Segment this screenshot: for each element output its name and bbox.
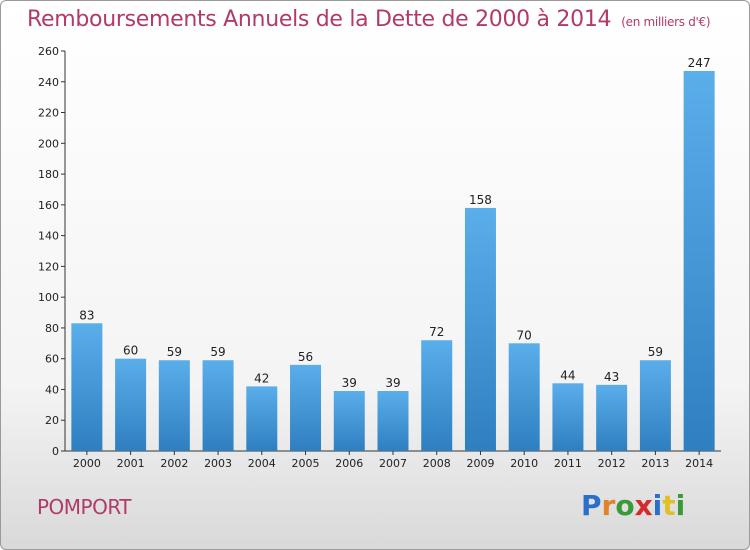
chart-subtitle: (en milliers d'€) (621, 15, 711, 29)
bar-value-label: 59 (210, 345, 225, 359)
bar-value-label: 43 (604, 370, 619, 384)
y-tick-label: 240 (38, 76, 59, 89)
x-tick-label: 2009 (466, 457, 494, 470)
y-tick-label: 100 (38, 291, 59, 304)
x-tick-label: 2002 (160, 457, 188, 470)
logo-letter: x (634, 489, 653, 522)
bar (333, 391, 365, 451)
y-tick-label: 160 (38, 199, 59, 212)
bar (158, 360, 190, 451)
chart-title: Remboursements Annuels de la Dette de 20… (27, 7, 711, 32)
bar (202, 360, 234, 451)
bar (464, 207, 496, 451)
x-tick-label: 2004 (248, 457, 276, 470)
bar-value-label: 44 (560, 368, 575, 382)
x-tick-label: 2001 (117, 457, 145, 470)
bar-value-label: 60 (123, 344, 138, 358)
y-tick-label: 60 (45, 353, 59, 366)
bar (639, 360, 671, 451)
bar-value-label: 247 (688, 56, 711, 70)
x-tick-label: 2013 (641, 457, 669, 470)
y-tick-label: 20 (45, 414, 59, 427)
bar-value-label: 59 (167, 345, 182, 359)
bar (508, 343, 540, 451)
y-tick-label: 200 (38, 137, 59, 150)
x-tick-label: 2008 (423, 457, 451, 470)
bar (377, 391, 409, 451)
y-tick-label: 80 (45, 322, 59, 335)
x-tick-label: 2000 (73, 457, 101, 470)
bar (596, 384, 628, 451)
bar-value-label: 83 (79, 308, 94, 322)
y-tick-label: 40 (45, 383, 59, 396)
bar-value-label: 158 (469, 193, 492, 207)
bar (115, 358, 147, 451)
x-tick-label: 2011 (554, 457, 582, 470)
logo-letter: r (601, 489, 616, 522)
x-tick-label: 2005 (292, 457, 320, 470)
logo-letter: i (652, 489, 663, 522)
bar (246, 386, 278, 451)
y-tick-label: 140 (38, 230, 59, 243)
y-tick-label: 180 (38, 168, 59, 181)
bar-value-label: 42 (254, 371, 269, 385)
logo-letter: o (615, 489, 635, 522)
bar-value-label: 56 (298, 350, 313, 364)
chart-title-text: Remboursements Annuels de la Dette de 20… (27, 7, 612, 32)
bar-value-label: 39 (385, 376, 400, 390)
proxiti-logo: Proxiti (581, 489, 685, 522)
y-tick-label: 260 (38, 45, 59, 58)
commune-name: POMPORT (37, 495, 132, 519)
logo-letter: t (662, 489, 676, 522)
bar (290, 364, 322, 451)
x-tick-label: 2012 (598, 457, 626, 470)
bar-value-label: 39 (342, 376, 357, 390)
y-tick-label: 0 (52, 445, 59, 458)
x-tick-label: 2014 (685, 457, 713, 470)
y-tick-label: 120 (38, 260, 59, 273)
bar (683, 71, 715, 451)
y-tick-label: 220 (38, 107, 59, 120)
x-tick-label: 2007 (379, 457, 407, 470)
logo-letter: P (581, 489, 602, 522)
logo-letter: i (675, 489, 686, 522)
bar (421, 340, 453, 451)
bar-value-label: 59 (648, 345, 663, 359)
bar (71, 323, 103, 451)
x-tick-label: 2006 (335, 457, 363, 470)
bar-value-label: 72 (429, 325, 444, 339)
bar (552, 383, 584, 451)
bar-value-label: 70 (517, 328, 532, 342)
x-tick-label: 2010 (510, 457, 538, 470)
x-tick-label: 2003 (204, 457, 232, 470)
